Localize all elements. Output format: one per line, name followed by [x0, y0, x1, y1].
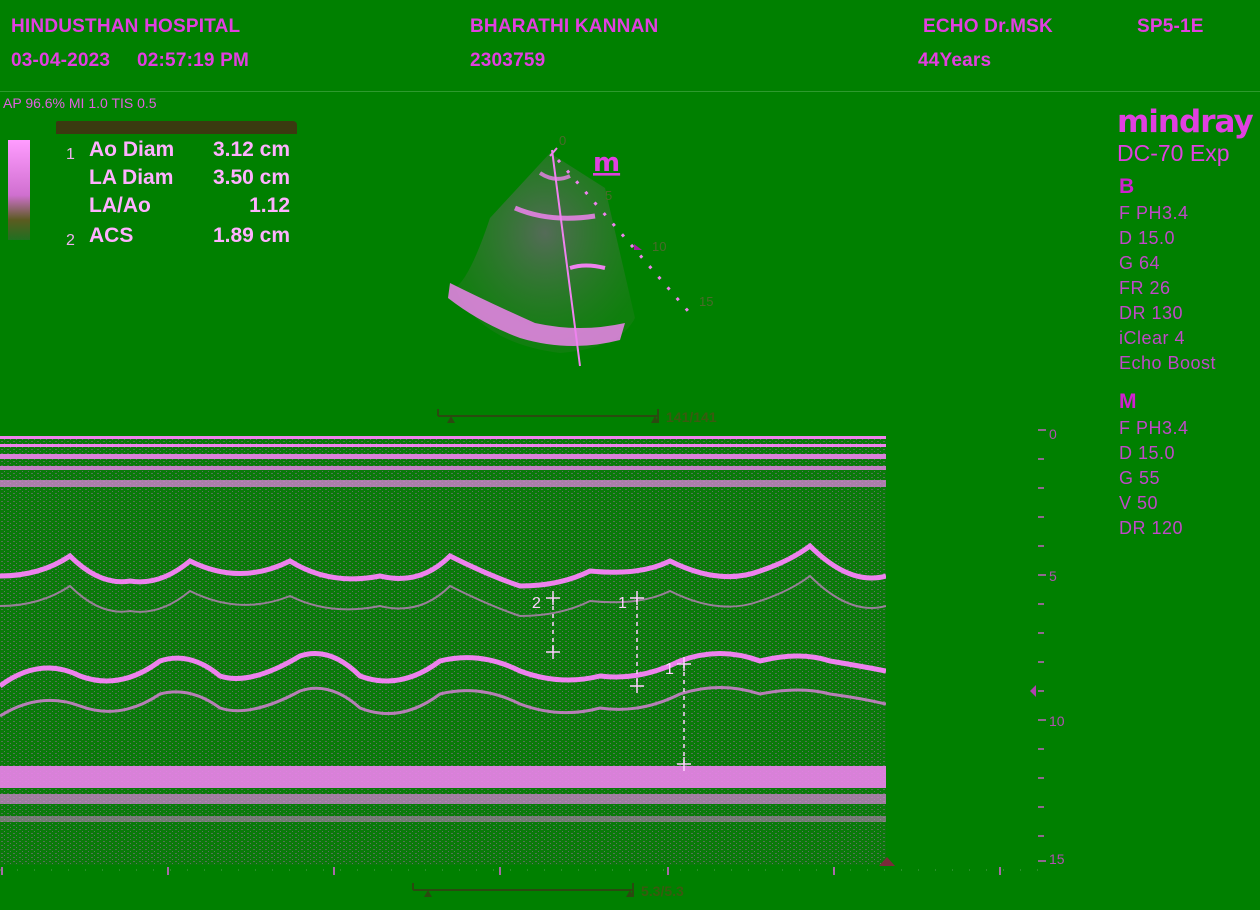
caliper-2-top-cross[interactable]	[546, 591, 560, 605]
b-param-frame-rate: FR 26	[1119, 278, 1171, 298]
focus-marker-icon	[634, 244, 642, 250]
b-param-dynamic-range: DR 130	[1119, 303, 1184, 323]
m-param-velocity: V 50	[1119, 493, 1159, 513]
doctor-name: ECHO Dr.MSK	[923, 16, 1053, 37]
m-param-dynamic-range: DR 120	[1119, 518, 1184, 538]
measurement-3-label: LA/Ao	[89, 194, 151, 217]
b-param-depth: D 15.0	[1119, 228, 1176, 248]
cine-time-counter: 5.3/5.3	[641, 883, 684, 899]
b-param-freq: F PH3.4	[1119, 203, 1189, 223]
measurement-1-label: Ao Diam	[89, 138, 175, 161]
sector-septum	[514, 205, 596, 221]
m-mode-trace: 2 1 1	[0, 436, 886, 865]
probe-name: SP5-1E	[1137, 16, 1204, 37]
b-param-gain: G 64	[1119, 253, 1161, 273]
measurement-2-value: 3.50 cm	[212, 166, 290, 189]
sweep-end-marker-icon	[879, 857, 895, 866]
sector-speckle	[455, 153, 635, 353]
exam-date: 03-04-2023	[11, 50, 111, 71]
measurement-2-label: LA Diam	[89, 166, 174, 189]
measurement-3-value: 1.12	[249, 194, 290, 217]
cine-frame-counter: 141/141	[666, 409, 717, 425]
caliper-1-label: 1	[618, 595, 627, 612]
caliper-1b-label: 1	[665, 661, 674, 678]
cine-bar-bottom[interactable]	[411, 881, 641, 901]
cine-start-marker-icon[interactable]	[447, 416, 455, 423]
sector-valve	[569, 263, 606, 270]
measurement-1-value: 3.12 cm	[212, 138, 290, 161]
sector-posterior-wall	[448, 283, 625, 347]
patient-age: 44Years	[918, 50, 992, 71]
grayscale-bar	[8, 140, 30, 240]
mindray-logo: mindray	[1117, 104, 1254, 140]
time-axis	[0, 867, 1050, 875]
cine-end-marker-icon[interactable]	[651, 416, 659, 423]
m-param-gain: G 55	[1119, 468, 1161, 488]
hospital-name: HINDUSTHAN HOSPITAL	[11, 16, 241, 37]
depth-label-15: 15	[1049, 851, 1065, 867]
m-param-freq: F PH3.4	[1119, 418, 1189, 438]
acoustic-output: AP 96.6% MI 1.0 TIS 0.5	[3, 95, 157, 111]
device-model: DC-70 Exp	[1117, 140, 1230, 166]
cine-bottom-end-marker-icon[interactable]	[626, 890, 634, 897]
b-param-echo-boost: Echo Boost	[1119, 353, 1217, 373]
header-divider	[0, 91, 1260, 92]
aortic-wall-trace	[0, 651, 886, 689]
measurement-4-index: 2	[66, 232, 75, 249]
m-mode-heading: M	[1119, 390, 1137, 413]
sector-depth-label-10: 10	[652, 239, 666, 254]
cine-bar-top[interactable]	[436, 407, 666, 427]
patient-id: 2303759	[470, 50, 546, 71]
m-line-cursor[interactable]	[551, 149, 581, 367]
measurement-4-label: ACS	[89, 224, 134, 247]
measurement-1-index: 1	[66, 146, 75, 163]
caliper-2-label: 2	[532, 595, 541, 612]
depth-label-10: 10	[1049, 713, 1065, 729]
b-param-iclear: iClear 4	[1119, 328, 1186, 348]
sector-depth-label-0: 0	[559, 133, 566, 148]
depth-label-5: 5	[1049, 568, 1057, 584]
sector-depth-label-15: 15	[699, 294, 713, 309]
patient-name: BHARATHI KANNAN	[470, 16, 659, 37]
b-mode-sector-image: 0 5 10 15 m	[448, 133, 713, 367]
measurement-4-value: 1.89 cm	[212, 224, 290, 247]
b-mode-heading: B	[1119, 175, 1135, 198]
sector-depth-label-5: 5	[605, 188, 612, 203]
septum-trace	[0, 542, 886, 589]
sector-apex-marker	[549, 147, 558, 157]
depth-label-0: 0	[1049, 426, 1057, 442]
m-mode-icon: m	[593, 148, 620, 178]
m-param-depth: D 15.0	[1119, 443, 1176, 463]
exam-time: 02:57:19 PM	[137, 50, 250, 71]
measurement-panel-tab	[56, 121, 297, 134]
depth-scale	[1030, 429, 1046, 862]
caliper-2-bottom-cross[interactable]	[546, 645, 560, 659]
depth-focus-marker-icon	[1030, 685, 1036, 697]
cine-bottom-start-marker-icon[interactable]	[424, 890, 432, 897]
